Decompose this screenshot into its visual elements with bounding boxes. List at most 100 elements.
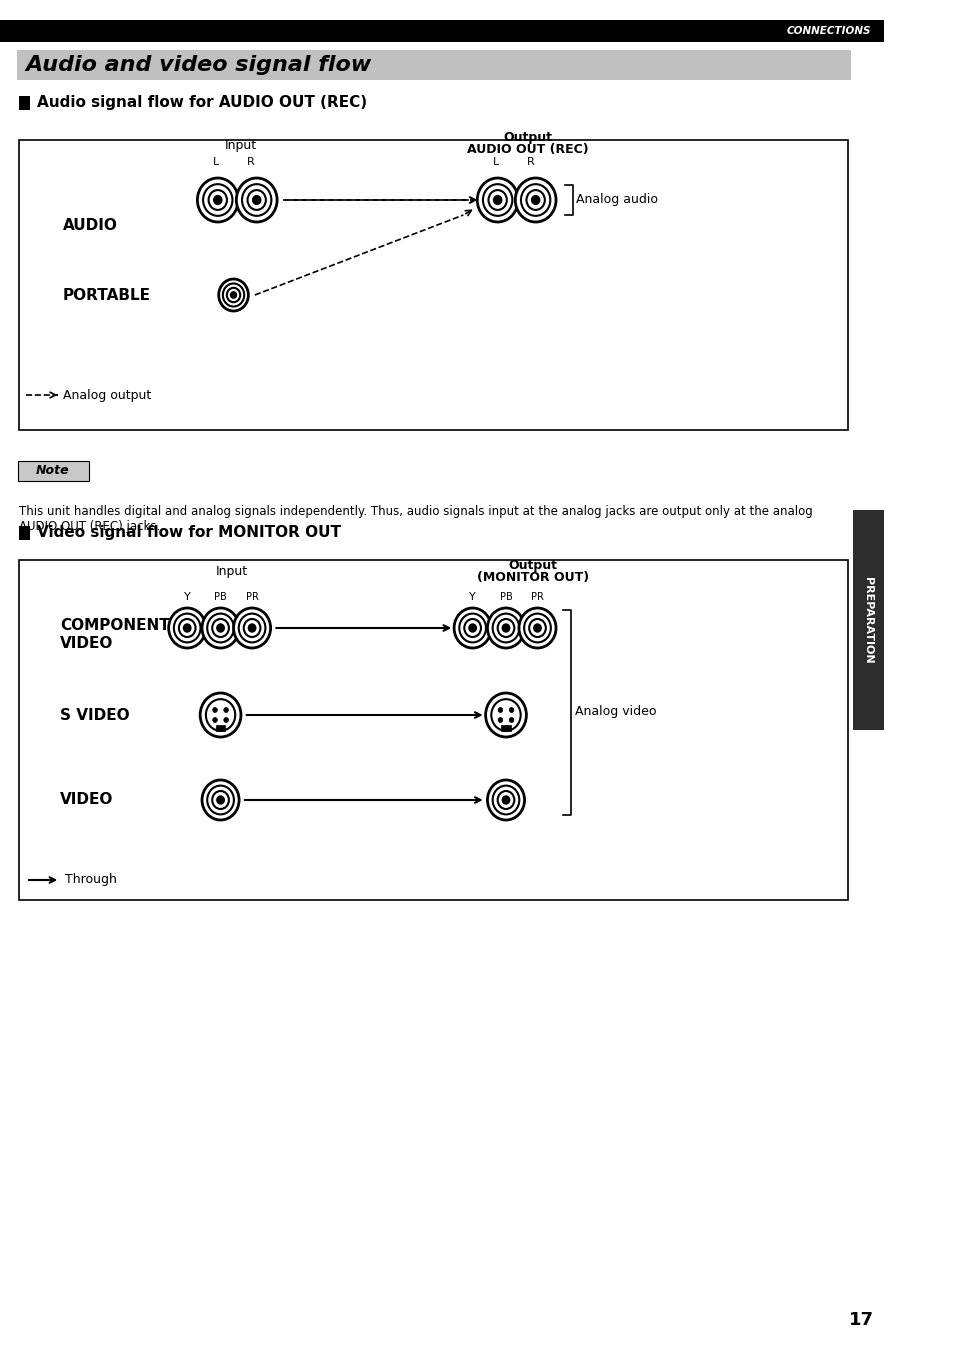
Circle shape: [526, 190, 544, 210]
Text: This unit handles digital and analog signals independently. Thus, audio signals : This unit handles digital and analog sig…: [18, 506, 811, 532]
Circle shape: [233, 608, 271, 648]
Text: VIDEO: VIDEO: [60, 793, 113, 807]
Circle shape: [497, 791, 514, 809]
Text: COMPONENT: COMPONENT: [60, 617, 170, 632]
Circle shape: [207, 786, 233, 814]
Circle shape: [531, 195, 539, 205]
Text: R: R: [247, 156, 254, 167]
Circle shape: [487, 780, 524, 820]
Text: Analog video: Analog video: [574, 705, 656, 718]
Circle shape: [493, 195, 501, 205]
Circle shape: [207, 613, 233, 643]
Circle shape: [509, 708, 514, 713]
Text: R: R: [527, 156, 535, 167]
Text: Video signal flow for MONITOR OUT: Video signal flow for MONITOR OUT: [37, 526, 341, 541]
Circle shape: [202, 608, 239, 648]
Bar: [0, 20, 883, 42]
Text: L: L: [213, 156, 219, 167]
Circle shape: [487, 608, 524, 648]
Text: PREPARATION: PREPARATION: [862, 577, 872, 663]
Text: (MONITOR OUT): (MONITOR OUT): [476, 572, 588, 585]
Text: PB: PB: [214, 592, 227, 603]
Text: Note: Note: [36, 465, 70, 477]
Circle shape: [491, 700, 520, 731]
Circle shape: [169, 608, 206, 648]
Bar: [852, 510, 883, 731]
Circle shape: [454, 608, 491, 648]
Circle shape: [253, 195, 260, 205]
Circle shape: [200, 693, 241, 737]
Circle shape: [529, 619, 545, 638]
Circle shape: [216, 797, 224, 803]
Text: Output: Output: [503, 132, 552, 144]
Circle shape: [497, 717, 502, 723]
Text: Input: Input: [215, 566, 248, 578]
Circle shape: [518, 608, 556, 648]
Circle shape: [242, 185, 271, 216]
Circle shape: [236, 178, 276, 222]
Circle shape: [224, 708, 228, 713]
Circle shape: [247, 190, 266, 210]
Circle shape: [502, 797, 509, 803]
Circle shape: [485, 693, 526, 737]
Text: Audio and video signal flow: Audio and video signal flow: [26, 55, 372, 75]
Circle shape: [488, 190, 506, 210]
Circle shape: [243, 619, 260, 638]
Text: 17: 17: [848, 1312, 874, 1329]
Bar: [501, 725, 510, 731]
Circle shape: [231, 291, 236, 298]
Text: Through: Through: [65, 874, 116, 887]
Text: Analog output: Analog output: [63, 388, 152, 402]
Circle shape: [213, 708, 217, 713]
Text: PB: PB: [499, 592, 512, 603]
Circle shape: [213, 717, 217, 723]
Text: Analog audio: Analog audio: [576, 194, 658, 206]
Circle shape: [203, 185, 233, 216]
Circle shape: [238, 613, 265, 643]
FancyBboxPatch shape: [17, 461, 89, 481]
Text: S VIDEO: S VIDEO: [60, 708, 130, 723]
Circle shape: [458, 613, 485, 643]
Circle shape: [497, 619, 514, 638]
Text: AUDIO OUT (REC): AUDIO OUT (REC): [467, 143, 588, 156]
Circle shape: [482, 185, 512, 216]
Circle shape: [173, 613, 200, 643]
Bar: [215, 725, 225, 731]
Circle shape: [534, 624, 540, 632]
Text: Audio signal flow for AUDIO OUT (REC): Audio signal flow for AUDIO OUT (REC): [37, 96, 367, 111]
Bar: [16, 50, 850, 80]
Circle shape: [212, 619, 229, 638]
Circle shape: [213, 195, 222, 205]
Bar: [18, 526, 30, 541]
Text: AUDIO: AUDIO: [63, 217, 118, 232]
Circle shape: [509, 717, 514, 723]
Text: Output: Output: [508, 558, 557, 572]
Text: VIDEO: VIDEO: [60, 635, 113, 651]
Circle shape: [218, 279, 248, 311]
Circle shape: [223, 283, 244, 306]
Circle shape: [464, 619, 480, 638]
Circle shape: [497, 708, 502, 713]
Bar: [18, 96, 30, 111]
Text: L: L: [492, 156, 498, 167]
FancyBboxPatch shape: [18, 140, 847, 430]
Circle shape: [523, 613, 550, 643]
Circle shape: [197, 178, 238, 222]
Circle shape: [206, 700, 235, 731]
Circle shape: [469, 624, 476, 632]
Circle shape: [212, 791, 229, 809]
Circle shape: [502, 624, 509, 632]
Circle shape: [216, 624, 224, 632]
Circle shape: [178, 619, 195, 638]
Text: Input: Input: [225, 139, 256, 151]
Circle shape: [515, 178, 556, 222]
Text: PORTABLE: PORTABLE: [63, 287, 151, 302]
FancyBboxPatch shape: [18, 559, 847, 900]
Circle shape: [183, 624, 191, 632]
Text: Y: Y: [184, 592, 191, 603]
Circle shape: [520, 185, 550, 216]
Text: PR: PR: [245, 592, 258, 603]
Circle shape: [209, 190, 227, 210]
Circle shape: [248, 624, 255, 632]
Circle shape: [202, 780, 239, 820]
